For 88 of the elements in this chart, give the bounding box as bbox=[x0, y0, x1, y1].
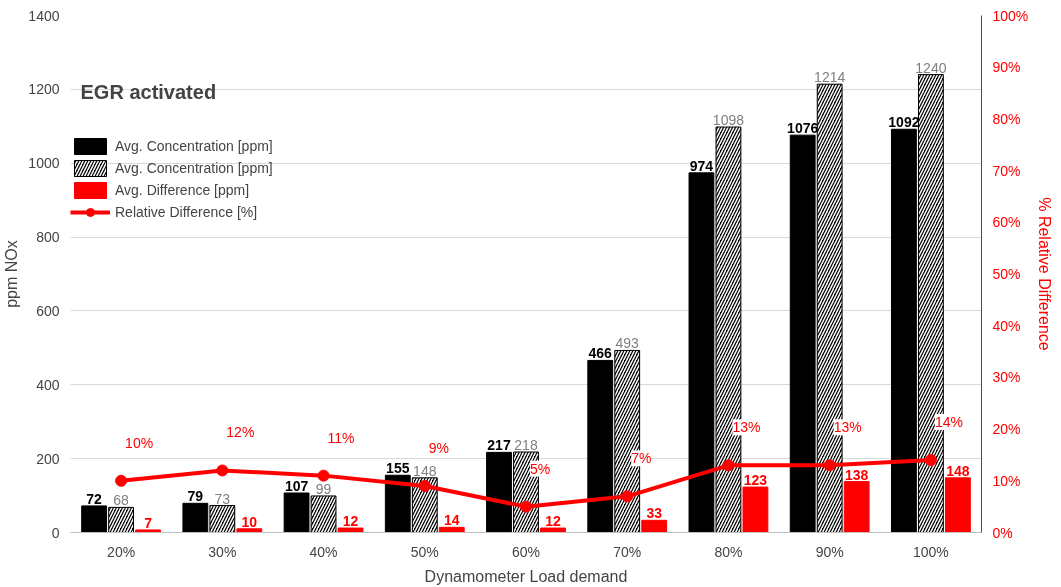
data-label: 72 bbox=[86, 490, 103, 507]
x-tick-label: 40% bbox=[309, 543, 338, 560]
point bbox=[520, 500, 532, 513]
data-label: 7 bbox=[144, 514, 153, 531]
y2-tick-label: 60% bbox=[992, 214, 1021, 231]
bar bbox=[843, 481, 870, 533]
point bbox=[823, 459, 836, 472]
y2-tick-label: 100% bbox=[992, 7, 1029, 24]
point bbox=[418, 479, 431, 492]
y2-tick-label: 10% bbox=[992, 472, 1021, 489]
y-tick-label: 800 bbox=[36, 229, 60, 246]
data-label: 155 bbox=[386, 460, 410, 477]
data-label: 217 bbox=[487, 437, 511, 454]
x-tick-label: 70% bbox=[613, 543, 642, 560]
x-tick-label: 100% bbox=[912, 543, 949, 560]
point bbox=[924, 454, 937, 467]
text: EGR activated bbox=[80, 80, 217, 103]
x-axis-title: Dynamometer Load demand bbox=[424, 567, 628, 585]
legend-label: Relative Difference [%] bbox=[115, 204, 258, 220]
y2-tick-label: 80% bbox=[992, 110, 1021, 127]
y2-tick-label: 0% bbox=[992, 524, 1013, 541]
point bbox=[216, 464, 229, 477]
data-label: 13% bbox=[732, 419, 761, 436]
bar bbox=[742, 486, 769, 533]
data-label: 12 bbox=[342, 513, 359, 530]
y2-axis-title: % Relative Difference bbox=[1036, 197, 1054, 351]
bar bbox=[641, 519, 668, 533]
data-label: 123 bbox=[743, 472, 768, 489]
point bbox=[621, 490, 634, 503]
data-label: 14 bbox=[443, 512, 460, 529]
data-label: 1214 bbox=[814, 69, 846, 86]
y2-tick-label: 50% bbox=[992, 266, 1021, 282]
data-label: 138 bbox=[844, 466, 869, 483]
legend-label: Avg. Concentration [ppm] bbox=[115, 160, 273, 176]
data-label: 99 bbox=[315, 480, 332, 497]
data-label: 107 bbox=[284, 477, 309, 494]
point bbox=[115, 474, 128, 487]
data-label: 13% bbox=[833, 419, 862, 436]
data-label: 73 bbox=[214, 490, 231, 507]
data-label: 493 bbox=[615, 335, 640, 352]
y-tick-label: 1000 bbox=[28, 155, 60, 172]
x-tick-label: 50% bbox=[410, 543, 439, 560]
x-tick-label: 30% bbox=[208, 543, 237, 560]
y-tick-label: 200 bbox=[36, 450, 60, 467]
data-label: 148 bbox=[946, 462, 970, 479]
y2-tick-label: 90% bbox=[992, 59, 1021, 76]
y2-tick-label: 20% bbox=[992, 421, 1021, 438]
bar bbox=[337, 527, 364, 533]
y-axis-title: ppm NOx bbox=[3, 240, 21, 308]
bar bbox=[944, 477, 971, 533]
data-label: 7% bbox=[631, 450, 652, 467]
data-label: 5% bbox=[530, 460, 551, 477]
data-label: 10 bbox=[241, 513, 258, 530]
x-tick-label: 60% bbox=[511, 543, 541, 560]
data-label: 466 bbox=[588, 345, 613, 362]
y-tick-label: 600 bbox=[36, 302, 60, 319]
x-tick-label: 80% bbox=[714, 543, 743, 560]
data-label: 974 bbox=[689, 157, 714, 174]
bar bbox=[540, 527, 566, 533]
data-label: 11% bbox=[327, 429, 355, 446]
y2-tick-label: 70% bbox=[992, 162, 1021, 179]
point bbox=[722, 459, 735, 472]
x-tick-label: 90% bbox=[815, 543, 844, 560]
data-label: 14% bbox=[934, 414, 963, 431]
data-label: 10% bbox=[125, 434, 154, 451]
y2-tick-label: 40% bbox=[992, 317, 1021, 334]
bar bbox=[135, 529, 162, 533]
x-tick-label: 20% bbox=[107, 543, 136, 560]
data-label: 1240 bbox=[915, 59, 947, 76]
data-label: 68 bbox=[113, 492, 130, 509]
data-label: 12% bbox=[226, 424, 255, 441]
y2-tick-label: 30% bbox=[992, 369, 1021, 386]
y-tick-label: 1400 bbox=[28, 7, 60, 24]
data-label: 12 bbox=[545, 513, 561, 530]
data-label: 79 bbox=[187, 488, 204, 505]
legend-label: Avg. Difference [ppm] bbox=[115, 182, 250, 198]
y-tick-label: 0 bbox=[51, 524, 60, 541]
bar bbox=[236, 528, 263, 533]
data-label: 148 bbox=[413, 462, 437, 479]
legend-label: Avg. Concentration [ppm] bbox=[115, 138, 273, 154]
data-label: 1098 bbox=[712, 112, 745, 129]
data-label: 218 bbox=[514, 437, 538, 453]
point bbox=[317, 469, 330, 482]
data-label: 1092 bbox=[888, 114, 920, 131]
y-tick-label: 1200 bbox=[28, 81, 60, 98]
data-label: 33 bbox=[646, 505, 663, 522]
data-label: 9% bbox=[428, 439, 450, 456]
y-tick-label: 400 bbox=[36, 376, 60, 393]
